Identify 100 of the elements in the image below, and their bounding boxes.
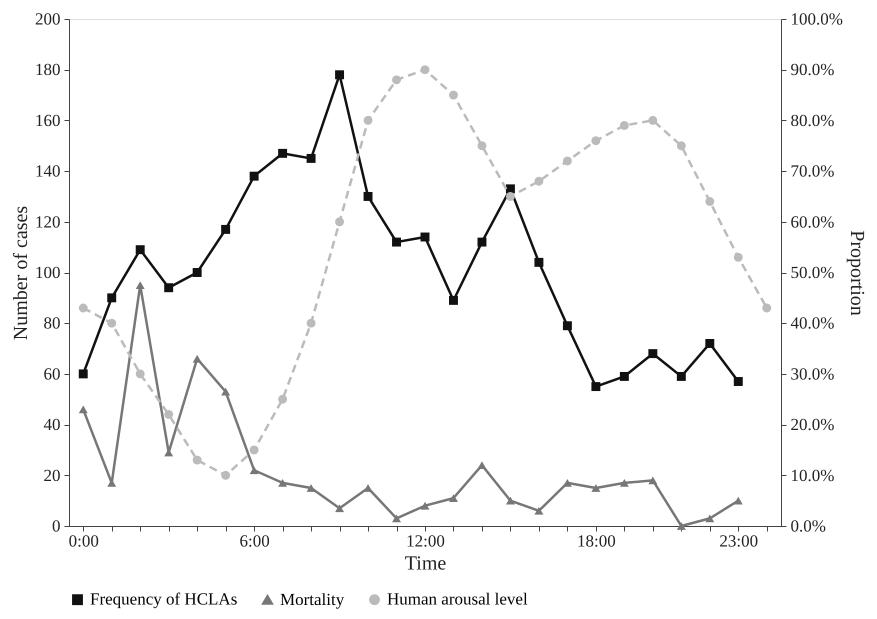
x-tick-label: 12:00 <box>406 532 445 550</box>
point <box>477 238 486 247</box>
point <box>192 354 202 363</box>
y-tick-label: 80 <box>44 314 60 333</box>
y-tick-label: 100 <box>35 263 60 282</box>
point <box>534 506 544 515</box>
point <box>705 339 714 348</box>
legend-label: Frequency of HCLAs <box>90 590 238 609</box>
point <box>648 349 658 358</box>
point <box>306 318 316 328</box>
point <box>449 296 458 305</box>
point <box>221 470 230 480</box>
point <box>591 382 600 392</box>
y2-tick-label: 50.0% <box>790 263 834 282</box>
y-tick-label: 180 <box>35 60 60 80</box>
point <box>506 496 515 505</box>
point <box>278 479 288 487</box>
point <box>648 476 658 484</box>
point <box>705 197 714 206</box>
y2-tick-label: 80.0% <box>790 110 834 130</box>
y-tick-label: 140 <box>35 162 60 181</box>
point <box>676 522 686 530</box>
point <box>335 217 344 226</box>
point <box>676 372 686 381</box>
point <box>164 410 174 419</box>
point <box>620 121 629 130</box>
point <box>392 238 401 247</box>
point <box>676 141 686 150</box>
point <box>278 148 288 158</box>
point <box>136 281 145 290</box>
point <box>534 176 544 186</box>
point <box>734 252 743 262</box>
point <box>449 90 458 100</box>
point <box>392 514 401 522</box>
point <box>107 318 116 328</box>
x-tick-label: 0:00 <box>68 532 99 550</box>
point <box>364 484 373 492</box>
legend-label: Mortality <box>280 590 345 609</box>
y2-tick-label: 60.0% <box>790 212 834 232</box>
point <box>136 369 145 378</box>
x-tick-label: 18:00 <box>577 532 616 550</box>
y2-tick-label: 90.0% <box>790 60 834 80</box>
point <box>250 466 259 474</box>
point <box>506 192 515 201</box>
y-tick-label: 120 <box>35 212 60 232</box>
point <box>364 116 373 125</box>
point <box>364 192 373 201</box>
point <box>192 268 202 277</box>
point <box>534 258 544 267</box>
point <box>562 156 572 166</box>
point <box>78 406 88 414</box>
point <box>591 136 600 146</box>
point <box>250 172 259 181</box>
point <box>591 484 600 492</box>
legend-label: Human arousal level <box>387 590 528 609</box>
point <box>734 496 743 505</box>
point <box>420 232 430 242</box>
y2-tick-label: 100.0% <box>790 10 843 28</box>
y-tick-label: 160 <box>35 110 60 130</box>
y2-tick-label: 20.0% <box>790 415 834 434</box>
point <box>562 321 572 330</box>
point <box>221 224 230 234</box>
y2-tick-label: 70.0% <box>790 162 834 181</box>
point <box>762 304 772 312</box>
y-tick-label: 20 <box>44 466 60 485</box>
point <box>250 445 259 454</box>
point <box>620 479 629 487</box>
point <box>420 65 430 74</box>
y2-tick-label: 40.0% <box>790 314 834 333</box>
point <box>78 304 88 312</box>
point <box>107 293 116 302</box>
y2-tick-label: 10.0% <box>790 466 834 485</box>
point <box>192 456 202 465</box>
y-tick-label: 200 <box>35 10 60 28</box>
point <box>477 461 486 470</box>
x-tick-label: 6:00 <box>240 532 270 550</box>
point <box>136 245 145 254</box>
point <box>420 502 430 510</box>
point <box>734 377 743 386</box>
point <box>221 388 230 396</box>
point <box>705 514 714 522</box>
y-axis-title: Number of cases <box>10 206 32 340</box>
point <box>335 504 344 512</box>
point <box>306 154 316 163</box>
point <box>78 369 88 378</box>
point <box>392 75 401 84</box>
point <box>164 283 174 292</box>
y-tick-label: 40 <box>44 415 60 434</box>
point <box>648 116 658 125</box>
point <box>477 141 486 150</box>
point <box>620 372 629 381</box>
y-tick-label: 60 <box>44 364 60 384</box>
y-tick-label: 0 <box>52 516 60 536</box>
y2-axis-title: Proportion <box>846 230 868 316</box>
x-axis-title: Time <box>404 552 446 574</box>
y2-tick-label: 0.0% <box>790 516 826 536</box>
y2-tick-label: 30.0% <box>790 364 834 384</box>
point <box>278 394 288 404</box>
x-tick-label: 23:00 <box>719 532 758 550</box>
point <box>335 70 344 80</box>
